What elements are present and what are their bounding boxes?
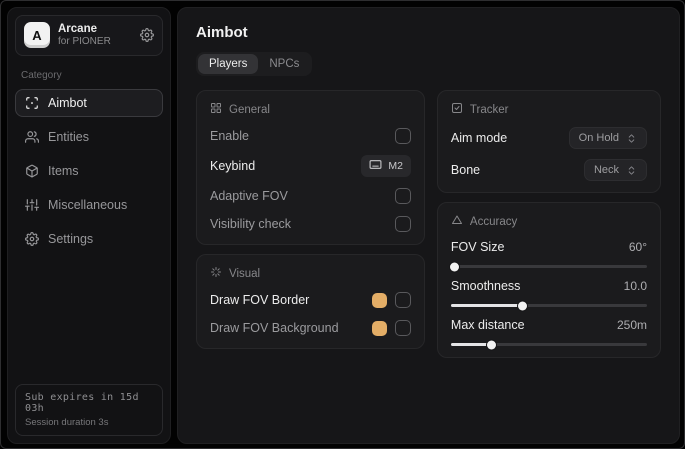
setting-label: Smoothness <box>450 279 521 293</box>
keybind-chip[interactable]: M2 <box>361 155 411 177</box>
panel-title: Accuracy <box>469 215 518 228</box>
slider-value: 60° <box>628 240 647 254</box>
session-duration-text: Session duration 3s <box>25 417 109 428</box>
draw-fov-background-checkbox[interactable] <box>394 320 411 336</box>
main-content: Aimbot Players NPCs General Enable <box>177 7 680 444</box>
setting-label: Draw FOV Border <box>210 293 310 307</box>
sidebar-item-label: Entities <box>48 129 89 144</box>
panel-visual: Visual Draw FOV Border Draw FOV Backgrou… <box>196 254 425 349</box>
color-swatch[interactable] <box>371 320 387 336</box>
sub-expires-text: Sub expires in 15d 03h <box>25 392 139 414</box>
panel-accuracy: Accuracy FOV Size 60° Smoothness <box>436 202 661 358</box>
slider-value: 250m <box>616 318 647 332</box>
enable-checkbox[interactable] <box>394 128 411 144</box>
category-label: Category <box>21 69 62 81</box>
setting-row-draw-fov-border: Draw FOV Border <box>210 291 411 309</box>
sliders-icon <box>25 198 39 212</box>
sidebar-item-miscellaneous[interactable]: Miscellaneous <box>15 191 163 219</box>
subscription-info-card: Sub expires in 15d 03h Session duration … <box>15 384 163 436</box>
setting-row-bone: Bone Neck <box>451 159 647 181</box>
panel-title: Visual <box>229 267 261 280</box>
bone-value: Neck <box>593 164 619 176</box>
fov-size-slider[interactable] <box>450 265 647 268</box>
setting-label: Max distance <box>450 318 525 332</box>
sidebar-item-label: Items <box>48 163 79 178</box>
visibility-check-checkbox[interactable] <box>394 216 411 232</box>
draw-fov-border-checkbox[interactable] <box>394 292 411 308</box>
max-distance-slider[interactable] <box>450 343 647 346</box>
sidebar-item-entities[interactable]: Entities <box>15 123 163 151</box>
header-gear-icon[interactable] <box>140 28 154 43</box>
panel-general: General Enable Keybind M2 <box>196 90 425 245</box>
package-icon <box>25 164 39 178</box>
app-header-card: A Arcane for PIONER <box>15 15 163 56</box>
panel-title: General <box>229 103 270 116</box>
sidebar-item-aimbot[interactable]: Aimbot <box>15 88 163 117</box>
keyboard-icon <box>369 158 382 174</box>
users-icon <box>25 130 39 144</box>
sparkle-icon <box>210 266 222 281</box>
slider-group-max-distance: Max distance 250m <box>450 316 647 346</box>
sidebar-item-settings[interactable]: Settings <box>15 225 163 253</box>
chevrons-up-down-icon <box>626 165 637 176</box>
setting-label: Enable <box>210 129 249 143</box>
setting-row-visibility-check: Visibility check <box>210 215 411 233</box>
tab-players[interactable]: Players <box>198 54 259 74</box>
sidebar-item-label: Settings <box>48 231 94 246</box>
sidebar-item-label: Aimbot <box>48 95 87 110</box>
aim-mode-value: On Hold <box>578 132 619 144</box>
setting-row-keybind: Keybind M2 <box>210 155 411 177</box>
setting-label: Bone <box>450 163 481 177</box>
setting-row-adaptive-fov: Adaptive FOV <box>210 187 411 205</box>
setting-row-aim-mode: Aim mode On Hold <box>451 127 647 149</box>
setting-row-enable: Enable <box>210 127 411 145</box>
setting-label: Aim mode <box>450 131 508 145</box>
sidebar-item-label: Miscellaneous <box>48 197 128 212</box>
keybind-value: M2 <box>388 160 403 172</box>
setting-row-draw-fov-background: Draw FOV Background <box>210 319 411 337</box>
setting-label: Draw FOV Background <box>210 321 339 335</box>
page-title: Aimbot <box>196 24 248 41</box>
app-subtitle: for PIONER <box>58 36 111 48</box>
triangle-icon <box>451 214 463 229</box>
gear-icon <box>25 231 39 246</box>
slider-group-fov-size: FOV Size 60° <box>450 238 647 268</box>
tab-npcs[interactable]: NPCs <box>269 58 300 70</box>
panel-title: Tracker <box>469 103 509 116</box>
setting-label: Adaptive FOV <box>210 189 288 203</box>
color-swatch[interactable] <box>371 292 387 308</box>
chevrons-up-down-icon <box>626 133 637 144</box>
setting-label: Keybind <box>210 159 256 173</box>
setting-label: FOV Size <box>450 240 505 254</box>
tab-bar: Players NPCs <box>196 52 313 76</box>
smoothness-slider[interactable] <box>450 304 647 307</box>
app-name: Arcane <box>58 23 97 35</box>
adaptive-fov-checkbox[interactable] <box>394 188 411 204</box>
frame-icon <box>451 102 463 117</box>
crosshair-icon <box>25 96 39 110</box>
slider-group-smoothness: Smoothness 10.0 <box>450 277 647 307</box>
slider-value: 10.0 <box>623 279 647 293</box>
sidebar: A Arcane for PIONER Category Aimbot <box>7 7 171 444</box>
panel-tracker: Tracker Aim mode On Hold Bone <box>436 90 661 193</box>
setting-label: Visibility check <box>210 217 292 231</box>
sidebar-item-items[interactable]: Items <box>15 157 163 185</box>
sidebar-nav: Aimbot Entities Items Miscellaneous <box>15 88 163 259</box>
aim-mode-select[interactable]: On Hold <box>568 127 647 149</box>
grid-icon <box>210 102 222 117</box>
app-logo: A <box>24 22 50 49</box>
bone-select[interactable]: Neck <box>583 159 647 181</box>
